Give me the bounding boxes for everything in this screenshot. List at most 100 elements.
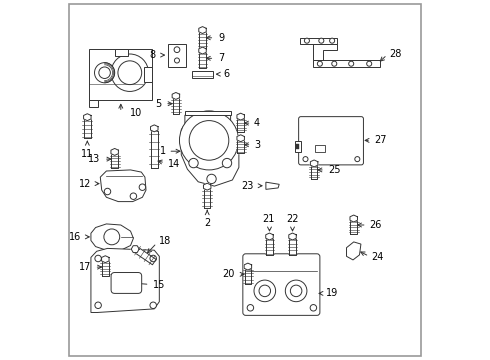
Circle shape: [291, 285, 302, 297]
Polygon shape: [266, 182, 279, 189]
Circle shape: [285, 280, 307, 302]
Polygon shape: [294, 141, 301, 152]
Text: 14: 14: [168, 159, 180, 169]
Polygon shape: [111, 154, 118, 168]
Circle shape: [355, 157, 360, 162]
Circle shape: [367, 61, 372, 66]
Bar: [192, 71, 213, 78]
Polygon shape: [131, 246, 139, 253]
Circle shape: [118, 61, 142, 85]
Circle shape: [189, 121, 229, 160]
Circle shape: [174, 47, 180, 53]
Circle shape: [139, 184, 146, 190]
Polygon shape: [151, 131, 157, 168]
Text: 12: 12: [78, 179, 91, 189]
Polygon shape: [313, 44, 337, 60]
Text: 16: 16: [69, 232, 81, 242]
Polygon shape: [203, 183, 211, 190]
Polygon shape: [100, 170, 146, 202]
Polygon shape: [245, 269, 251, 284]
Text: 27: 27: [374, 135, 387, 145]
Polygon shape: [101, 256, 109, 263]
Text: 22: 22: [286, 214, 299, 224]
Circle shape: [304, 38, 310, 43]
Circle shape: [254, 280, 275, 302]
Text: 9: 9: [218, 33, 224, 43]
Text: 15: 15: [153, 280, 166, 290]
Circle shape: [104, 229, 120, 245]
Circle shape: [349, 61, 354, 66]
Polygon shape: [313, 60, 380, 67]
Polygon shape: [346, 242, 361, 260]
FancyBboxPatch shape: [111, 273, 142, 293]
Polygon shape: [266, 233, 273, 240]
Text: 1: 1: [160, 146, 166, 156]
Circle shape: [150, 302, 156, 309]
Circle shape: [111, 54, 148, 91]
Text: 13: 13: [88, 154, 100, 164]
Text: 18: 18: [159, 236, 171, 246]
Bar: [116, 49, 128, 56]
Circle shape: [207, 174, 216, 184]
Polygon shape: [133, 247, 156, 265]
Text: 24: 24: [372, 252, 384, 262]
Text: 4: 4: [254, 118, 260, 128]
Circle shape: [95, 255, 101, 262]
Polygon shape: [350, 215, 358, 222]
Text: 5: 5: [155, 99, 162, 109]
Polygon shape: [199, 53, 206, 68]
Polygon shape: [300, 38, 337, 44]
Text: 10: 10: [130, 108, 142, 118]
Text: 28: 28: [390, 49, 402, 59]
Circle shape: [99, 67, 110, 78]
Circle shape: [95, 63, 115, 83]
Polygon shape: [199, 32, 206, 48]
Text: 23: 23: [242, 181, 254, 191]
Circle shape: [303, 157, 308, 162]
Bar: [169, 44, 186, 67]
Circle shape: [318, 61, 322, 66]
Text: 2: 2: [204, 218, 210, 228]
Polygon shape: [185, 111, 231, 115]
Text: 19: 19: [326, 288, 338, 298]
Circle shape: [104, 188, 111, 195]
Circle shape: [150, 255, 156, 262]
Text: 26: 26: [369, 220, 382, 230]
Polygon shape: [199, 27, 206, 33]
Circle shape: [222, 158, 232, 168]
Circle shape: [130, 193, 137, 199]
Circle shape: [330, 38, 335, 43]
Polygon shape: [111, 148, 119, 156]
Polygon shape: [172, 93, 180, 99]
Text: 21: 21: [262, 214, 274, 224]
Bar: [315, 145, 325, 152]
Circle shape: [259, 285, 270, 297]
Polygon shape: [172, 98, 179, 114]
Text: 25: 25: [328, 165, 340, 175]
Text: 3: 3: [254, 140, 260, 150]
Circle shape: [332, 61, 337, 66]
Text: 7: 7: [218, 53, 224, 63]
Text: 17: 17: [78, 262, 91, 272]
Circle shape: [95, 302, 101, 309]
Polygon shape: [311, 166, 318, 179]
Polygon shape: [89, 49, 152, 100]
Circle shape: [174, 58, 179, 63]
Polygon shape: [199, 47, 206, 54]
Circle shape: [247, 305, 254, 311]
Polygon shape: [181, 115, 239, 186]
Polygon shape: [102, 261, 109, 276]
FancyBboxPatch shape: [298, 117, 364, 165]
Polygon shape: [244, 263, 252, 270]
Circle shape: [319, 38, 324, 43]
Text: 20: 20: [222, 269, 235, 279]
Circle shape: [310, 305, 317, 311]
Text: 8: 8: [149, 50, 156, 60]
Text: 11: 11: [81, 149, 94, 159]
Text: 6: 6: [223, 69, 229, 79]
Polygon shape: [237, 135, 245, 142]
Polygon shape: [310, 160, 318, 167]
Polygon shape: [350, 221, 357, 234]
Circle shape: [179, 111, 239, 170]
Polygon shape: [237, 113, 245, 120]
